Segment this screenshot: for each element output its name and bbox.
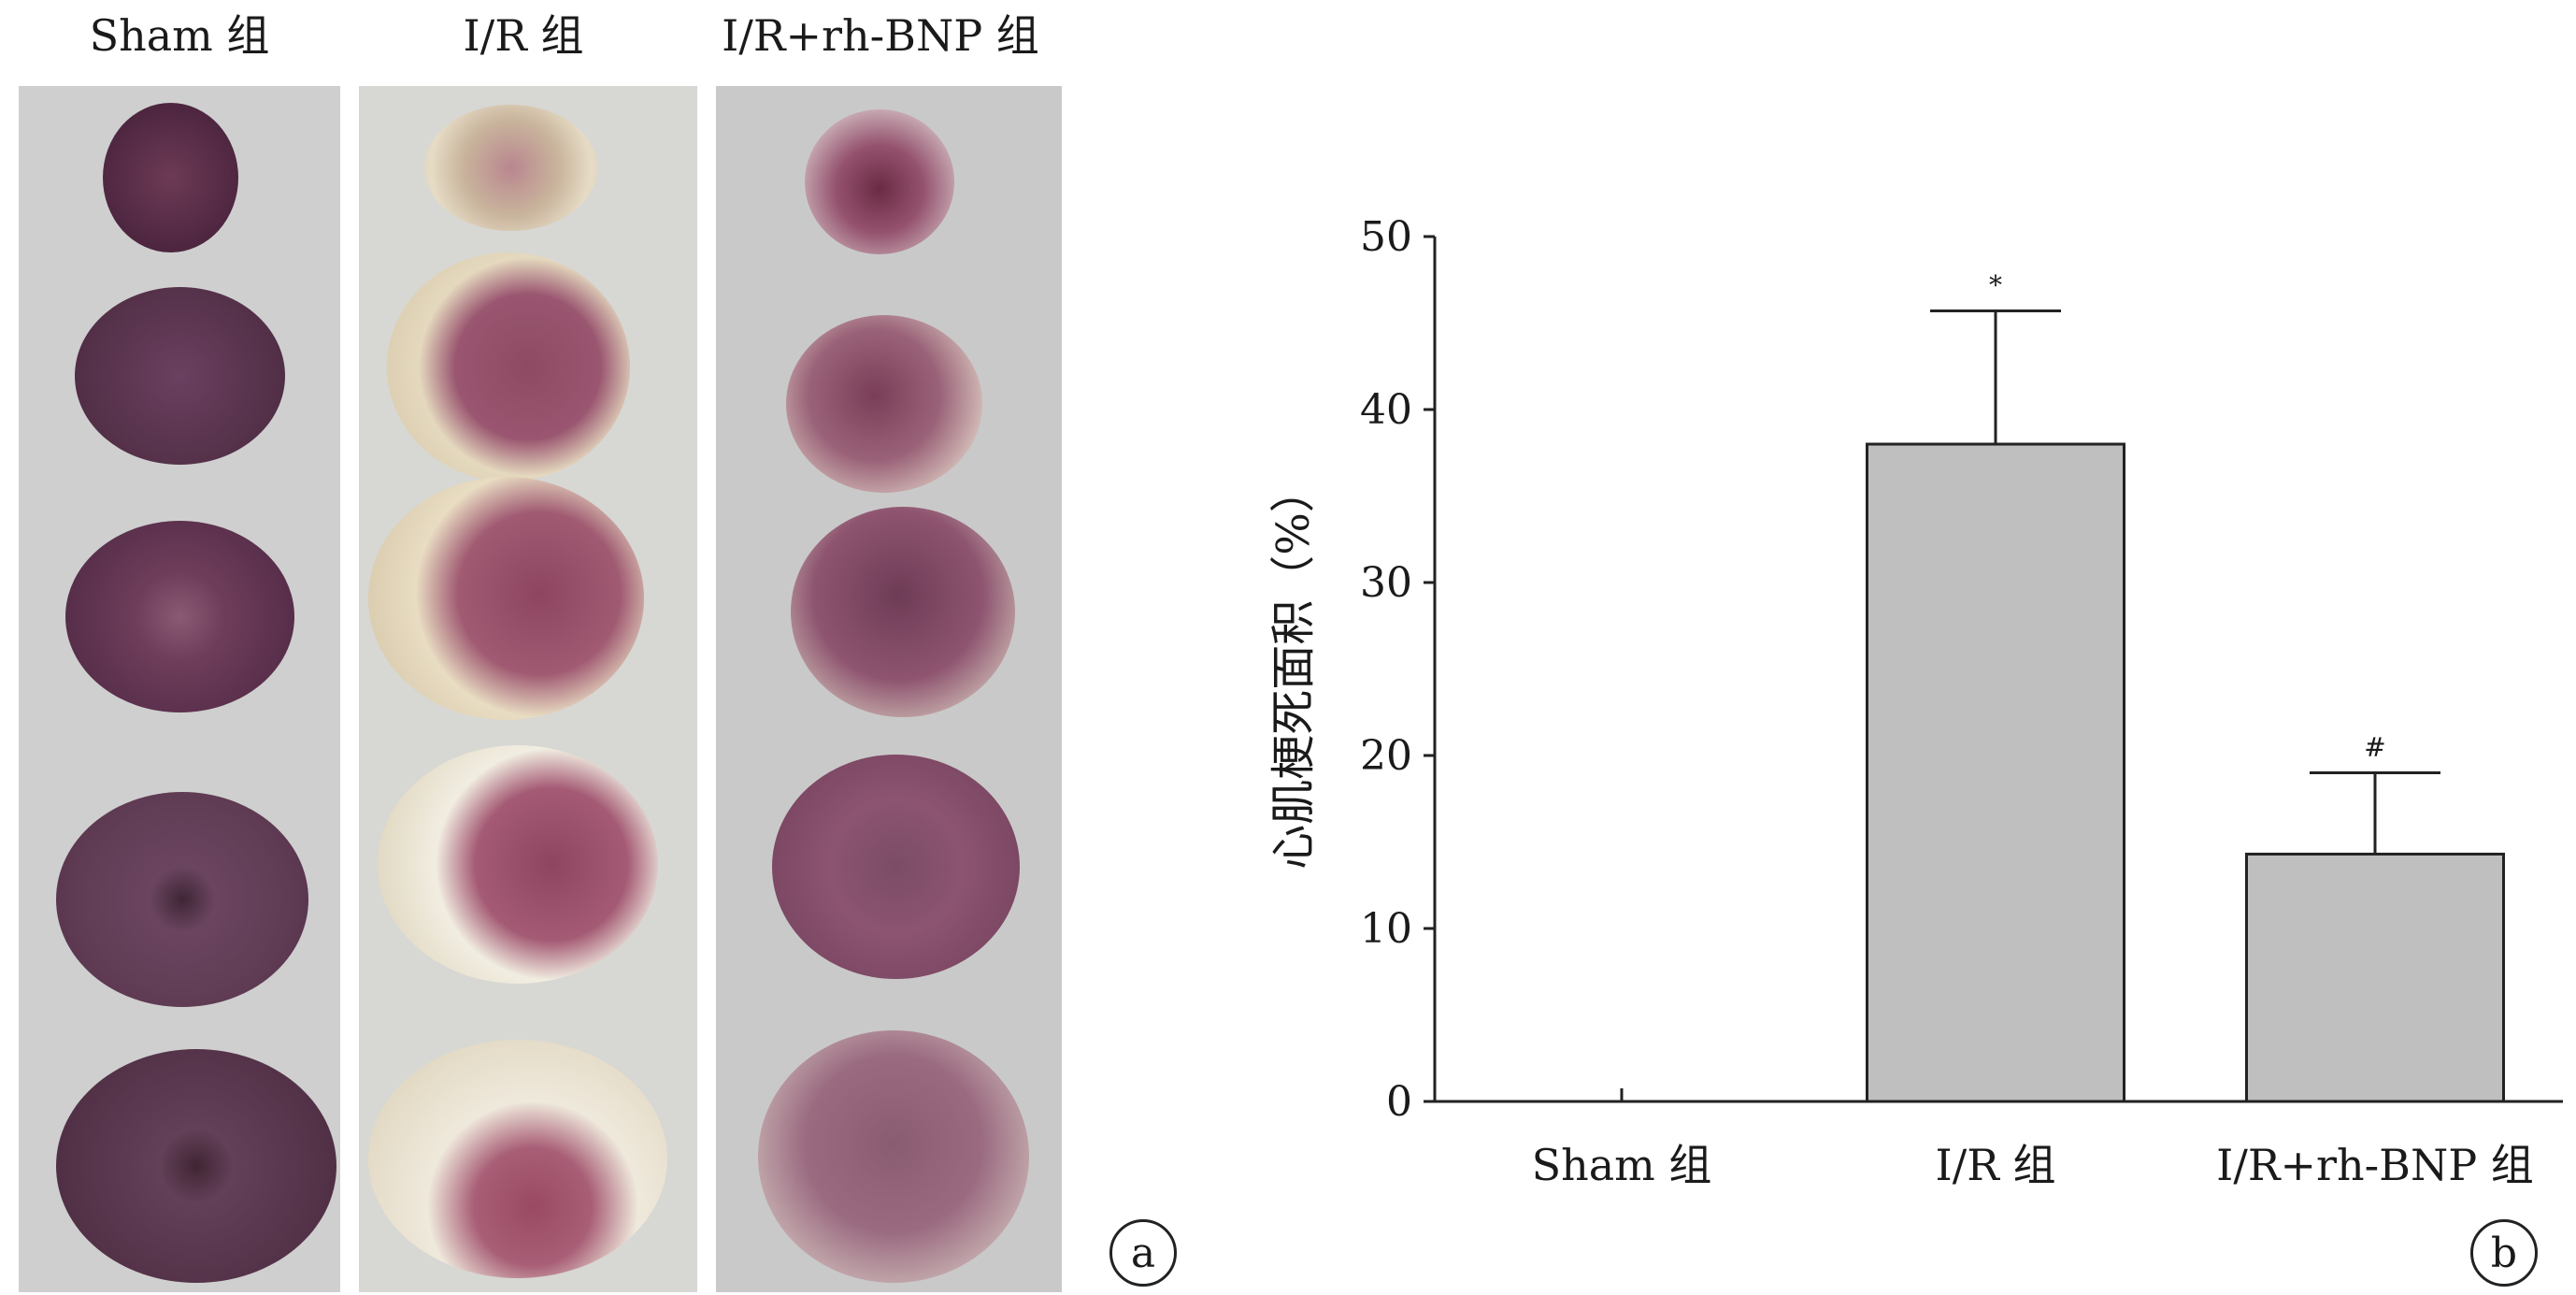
bar [2245, 852, 2505, 1103]
photo-title-sham: Sham 组 [89, 10, 270, 61]
y-tick-label: 30 [1360, 559, 1412, 607]
x-tick-label: Sham 组 [1532, 1140, 1712, 1190]
x-tick-label: I/R 组 [1936, 1140, 2056, 1190]
y-tick-label: 0 [1386, 1078, 1412, 1126]
chart-axes: 0 10 20 30 40 50 Sham 组 I/R 组 I/R+rh-BNP 组 [1360, 213, 2563, 1190]
x-tick-label: I/R+rh-BNP 组 [2216, 1140, 2534, 1190]
ir-photo-strip [359, 86, 697, 1292]
heart-slice [791, 507, 1015, 717]
panel-label-b: b [2470, 1219, 2538, 1287]
ir-bnp-photo-strip [716, 86, 1062, 1292]
bar-chart-panel: 心肌梗死面积（%） 0 10 20 30 40 50 Sham 组 I/R 组 I/R+rh-B… [1103, 0, 2576, 1291]
panel-label-a: a [1109, 1219, 1177, 1287]
significance-mark: * [1989, 270, 2002, 301]
photo-title-ir-bnp: I/R+rh-BNP 组 [722, 10, 1039, 61]
y-tick-label: 10 [1360, 905, 1412, 953]
heart-slice [103, 103, 238, 252]
y-tick-label: 50 [1360, 213, 1412, 261]
bar [1866, 442, 2125, 1103]
heart-slice [805, 109, 954, 254]
y-axis-label: 心肌梗死面积（%） [1267, 468, 1320, 870]
heart-slice [786, 315, 982, 493]
heart-slice [368, 477, 644, 720]
heart-slice [772, 755, 1020, 979]
heart-slice [368, 1040, 667, 1278]
heart-slice [65, 521, 294, 712]
sham-photo-strip [19, 86, 340, 1292]
heart-slice [758, 1030, 1029, 1283]
heart-slice [56, 792, 308, 1007]
chart-bars: *# [1866, 270, 2505, 1103]
heart-slice [75, 287, 285, 465]
y-tick-label: 20 [1360, 732, 1412, 780]
heart-slice [56, 1049, 336, 1283]
heart-slice [424, 105, 597, 231]
heart-slice [378, 745, 658, 984]
heart-slice [387, 252, 630, 482]
significance-mark: # [2364, 732, 2385, 763]
photo-title-ir: I/R 组 [463, 10, 584, 61]
tissue-photo-panel: Sham 组 I/R 组 I/R+rh-BNP 组 a [0, 0, 1177, 1292]
y-tick-label: 40 [1360, 386, 1412, 434]
bar-chart: 心肌梗死面积（%） 0 10 20 30 40 50 Sham 组 I/R 组 I/R+rh-B… [1267, 213, 2563, 1190]
